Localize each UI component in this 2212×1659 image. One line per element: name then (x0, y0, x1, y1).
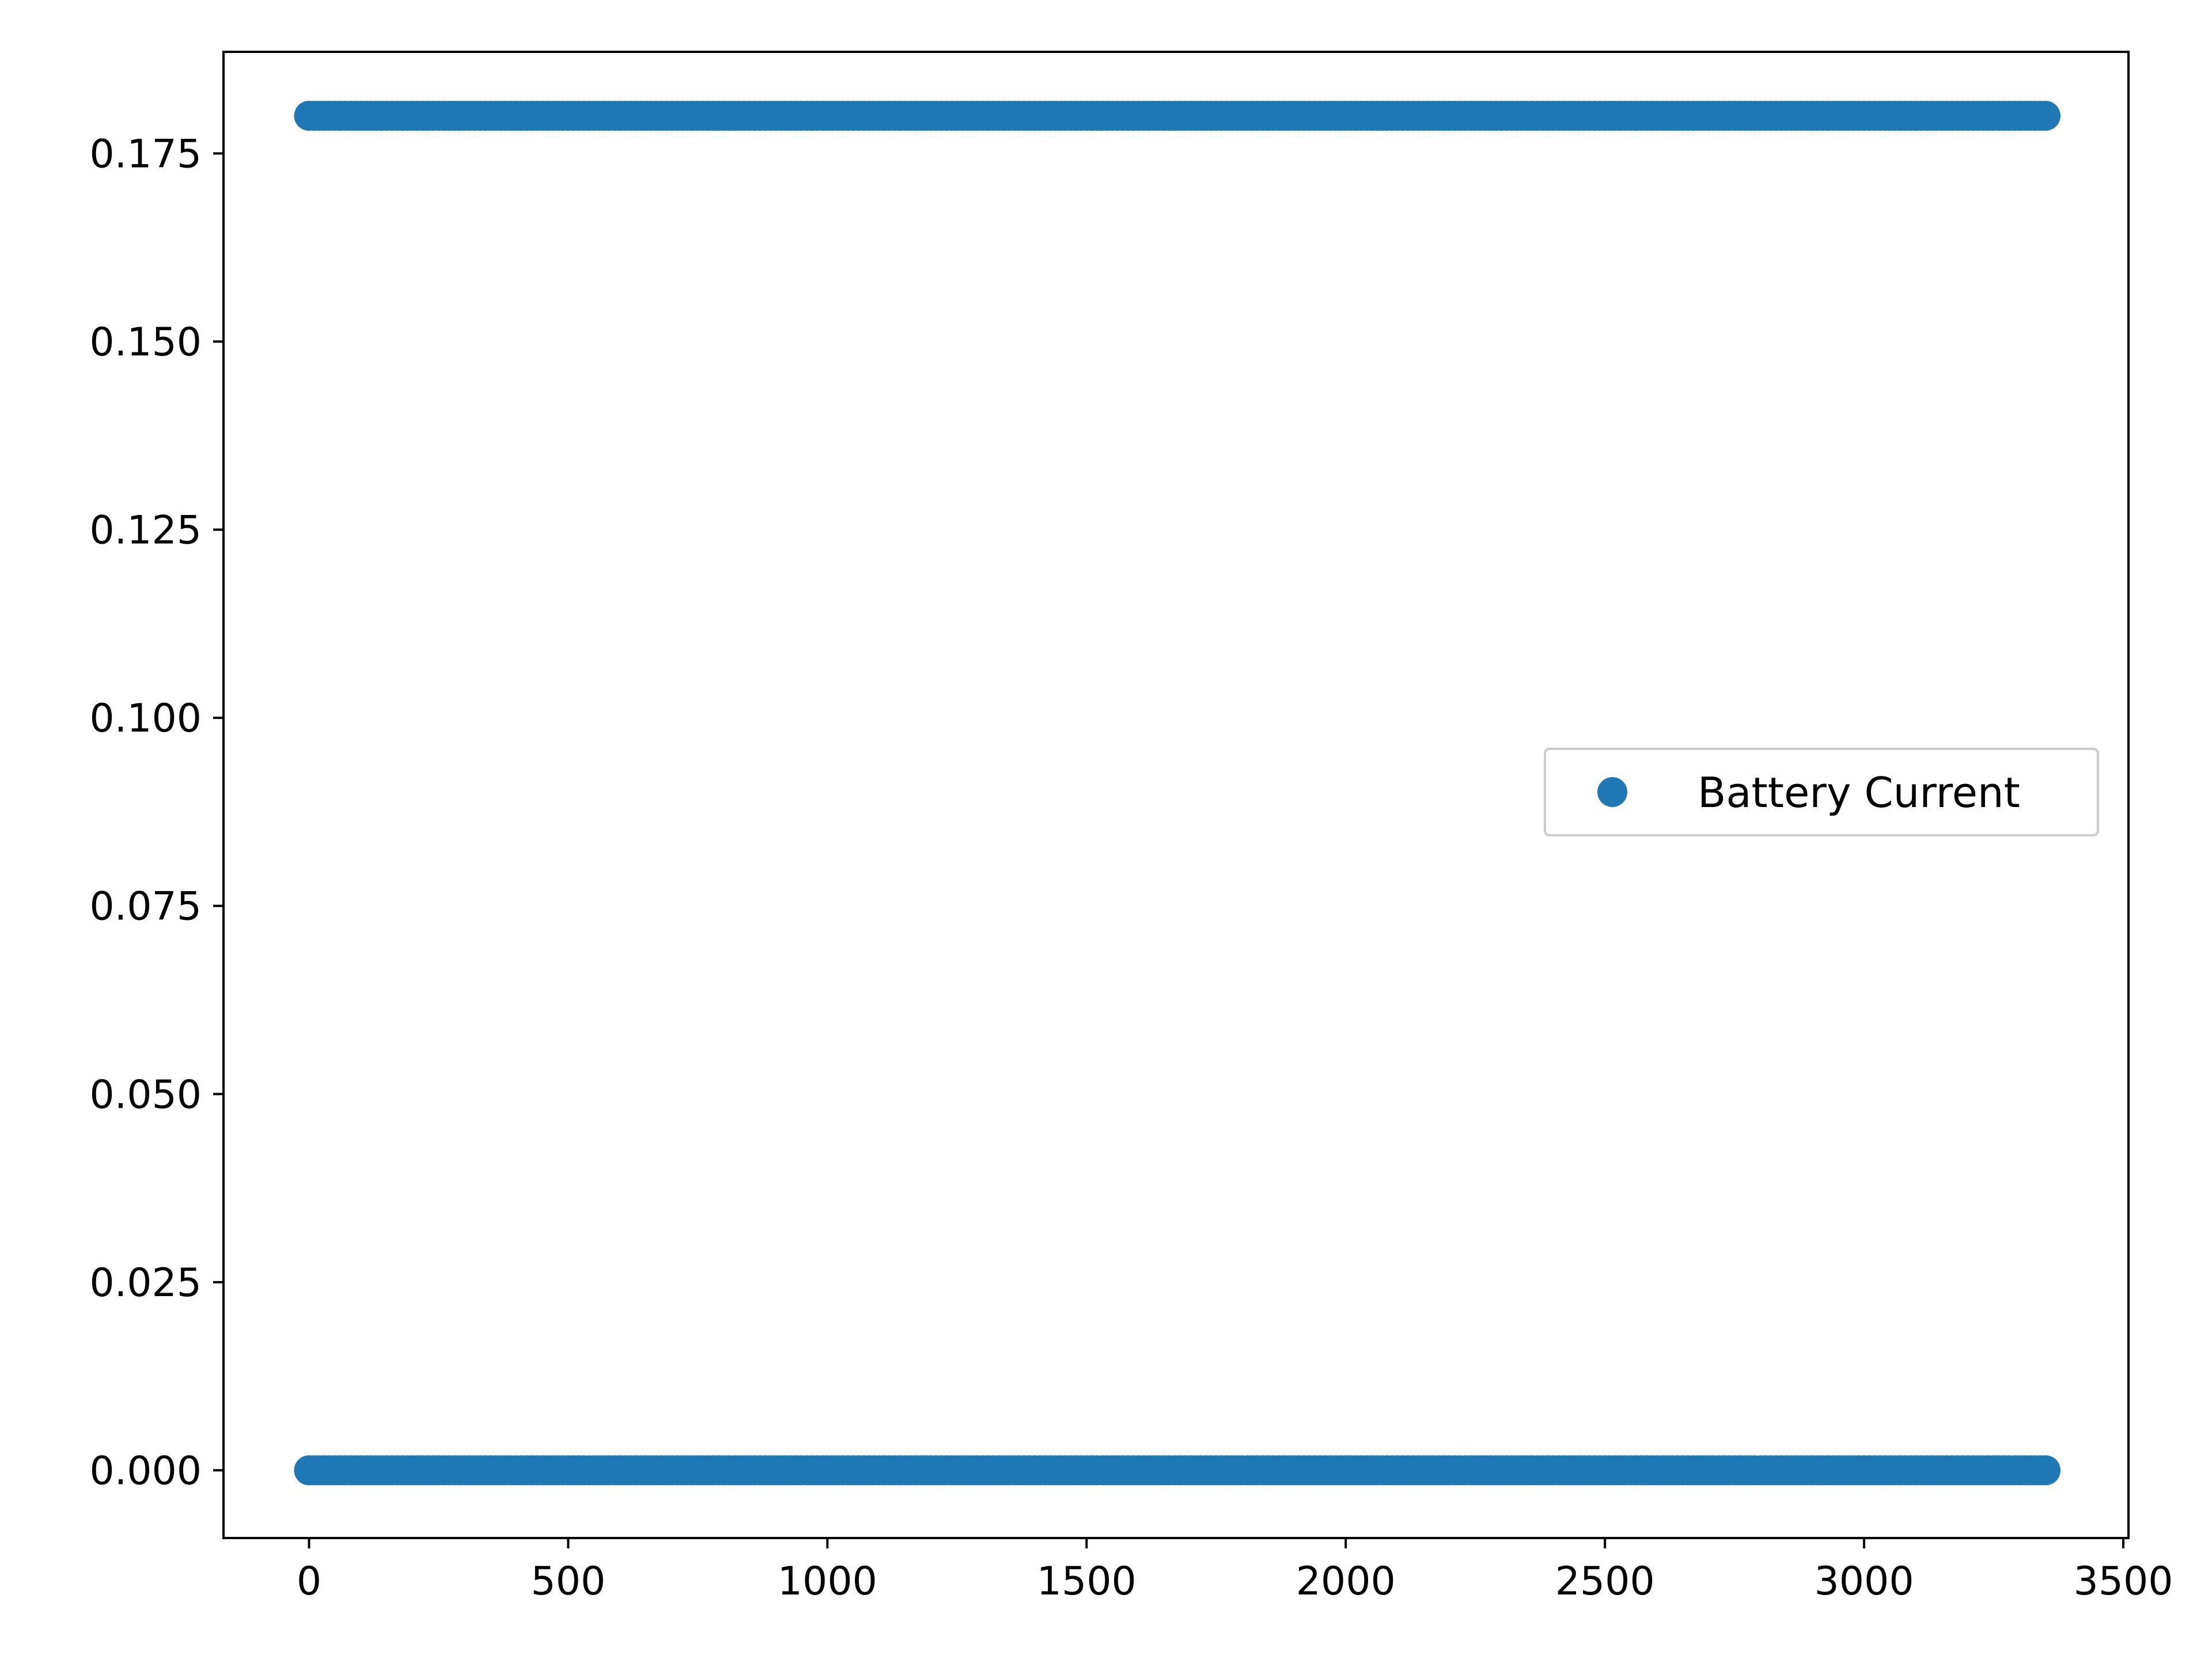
y-tick-label: 0.125 (89, 508, 202, 554)
legend-box (1544, 748, 2099, 836)
x-tick-label: 1500 (1037, 1559, 1137, 1604)
data-points (294, 101, 2061, 1486)
y-tick-label: 0.150 (89, 320, 202, 365)
legend-label-battery-current: Battery Current (1698, 768, 2020, 817)
legend: Battery Current (1544, 748, 2099, 836)
data-point (2031, 1455, 2061, 1486)
y-tick-label: 0.025 (89, 1260, 202, 1306)
y-tick-label: 0.075 (89, 884, 202, 930)
x-tick-label: 2500 (1555, 1559, 1655, 1604)
x-tick-label: 0 (297, 1559, 321, 1604)
y-tick-label: 0.100 (89, 696, 202, 741)
y-tick-label: 0.175 (89, 131, 202, 177)
legend-marker-battery-current (1597, 777, 1627, 807)
x-axis-ticks: 0 500 1000 1500 2000 2500 3000 3500 (297, 1538, 2173, 1604)
axes-frame (222, 51, 2130, 1539)
data-point (2031, 101, 2061, 131)
y-tick-label: 0.000 (89, 1448, 202, 1494)
y-tick-label: 0.050 (89, 1072, 202, 1118)
y-axis-ticks: 0.000 0.025 0.050 0.075 0.100 0.125 0.150 0.175 (89, 131, 224, 1494)
x-tick-label: 500 (531, 1559, 606, 1604)
x-tick-label: 3000 (1815, 1559, 1914, 1604)
x-tick-label: 2000 (1296, 1559, 1396, 1604)
x-tick-label: 3500 (2073, 1559, 2173, 1604)
x-tick-label: 1000 (778, 1559, 877, 1604)
